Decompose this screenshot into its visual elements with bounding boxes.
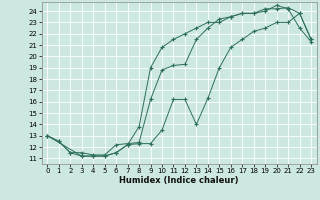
X-axis label: Humidex (Indice chaleur): Humidex (Indice chaleur) xyxy=(119,176,239,185)
